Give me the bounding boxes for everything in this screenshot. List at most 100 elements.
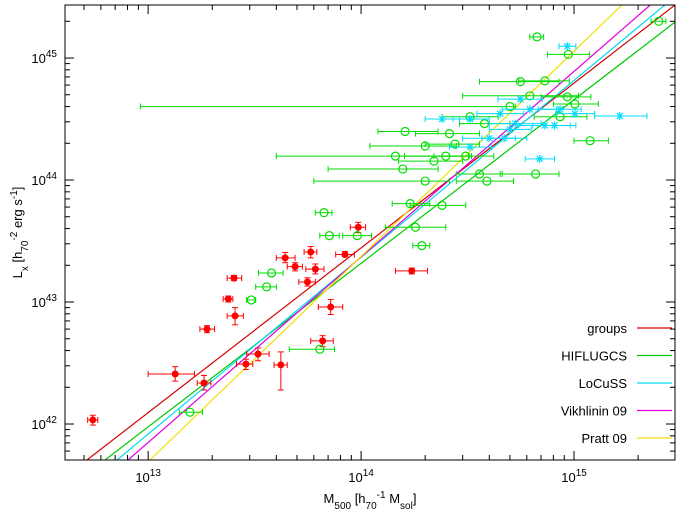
x-tick-label: 1015 [561, 468, 587, 485]
error-bar [384, 224, 447, 231]
point [281, 254, 289, 262]
point [450, 139, 460, 149]
point [511, 119, 520, 128]
point [327, 303, 335, 311]
point [341, 251, 349, 259]
point [505, 101, 515, 112]
point [291, 263, 299, 271]
point [550, 121, 559, 130]
point [466, 115, 475, 124]
y-axis-label-part: x [20, 266, 31, 271]
x-axis-label-part: ] [413, 491, 417, 506]
point [438, 115, 447, 124]
x-axis-label-part: 500 [334, 501, 351, 512]
point [277, 361, 285, 369]
point [530, 169, 541, 179]
point [261, 282, 272, 292]
point [615, 111, 624, 120]
x-tick-exponent: 13 [150, 468, 162, 479]
point [311, 265, 319, 273]
y-axis-label-part: ] [10, 187, 25, 191]
x-axis-label-part: M [386, 491, 400, 506]
point [89, 416, 97, 424]
point [496, 109, 505, 118]
y-tick-base: 10 [31, 417, 45, 432]
point [246, 295, 256, 305]
point [303, 278, 311, 286]
point [505, 125, 514, 134]
fit-line [104, 21, 675, 460]
y-tick-exponent: 43 [46, 293, 58, 304]
legend-label: groups [587, 321, 627, 336]
point [420, 176, 430, 186]
error-bar [552, 100, 599, 107]
y-tick-label: 1045 [31, 49, 57, 66]
error-bar [258, 269, 284, 276]
point [515, 77, 525, 87]
y-axis-label-part: [h [10, 252, 25, 266]
y-axis-label-part: -1 [9, 190, 20, 199]
point [417, 241, 427, 251]
error-bar [342, 232, 373, 239]
point [254, 350, 262, 358]
error-bar [319, 232, 340, 239]
error-bar [479, 78, 560, 85]
y-tick-exponent: 45 [46, 49, 58, 60]
point [563, 42, 572, 51]
error-bar [288, 346, 335, 353]
y-tick-exponent: 44 [46, 171, 58, 182]
x-tick-exponent: 14 [363, 468, 375, 479]
point [437, 200, 447, 210]
error-bar [433, 153, 495, 160]
error-bar [412, 242, 431, 249]
error-bar [327, 166, 439, 173]
point [319, 208, 329, 218]
point [570, 99, 580, 109]
point [324, 231, 335, 241]
point [405, 199, 415, 209]
point [200, 379, 208, 387]
plot-frame [64, 4, 676, 461]
y-tick-base: 10 [31, 295, 45, 310]
point [354, 223, 362, 231]
y-tick-label: 1044 [31, 171, 57, 188]
error-bar [546, 51, 590, 58]
x-tick-label: 1014 [348, 468, 374, 485]
x-tick-label: 1013 [135, 468, 161, 485]
point [562, 92, 572, 102]
y-tick-exponent: 42 [46, 415, 58, 426]
point [307, 248, 315, 256]
x-axis-label-part: 70 [366, 501, 378, 512]
point [315, 344, 325, 354]
point [585, 136, 595, 146]
point [319, 337, 327, 345]
point [570, 109, 579, 118]
error-bar [650, 18, 667, 25]
x-tick-base: 10 [135, 470, 149, 485]
x-axis-label-part: -1 [377, 490, 386, 501]
point [654, 16, 664, 26]
x-axis-label: M500 [h70-1 Msol] [324, 490, 417, 512]
point [400, 126, 410, 137]
y-axis-label-part: L [10, 271, 25, 278]
point [398, 164, 408, 174]
point [410, 222, 421, 232]
y-tick-label: 1042 [31, 415, 57, 432]
point [230, 274, 238, 282]
error-bar [255, 283, 277, 290]
error-bar [533, 113, 588, 120]
fit-line [86, 5, 675, 460]
point [540, 76, 550, 86]
legend-label: LoCuSS [579, 376, 628, 391]
error-bar [518, 77, 570, 84]
point [408, 267, 416, 275]
point [171, 370, 179, 378]
point [474, 169, 485, 179]
y-error-bar [277, 351, 284, 391]
point [532, 32, 542, 42]
error-bar [573, 137, 609, 144]
point [500, 134, 509, 143]
legend-label: Pratt 09 [581, 431, 627, 446]
y-tick-base: 10 [31, 173, 45, 188]
